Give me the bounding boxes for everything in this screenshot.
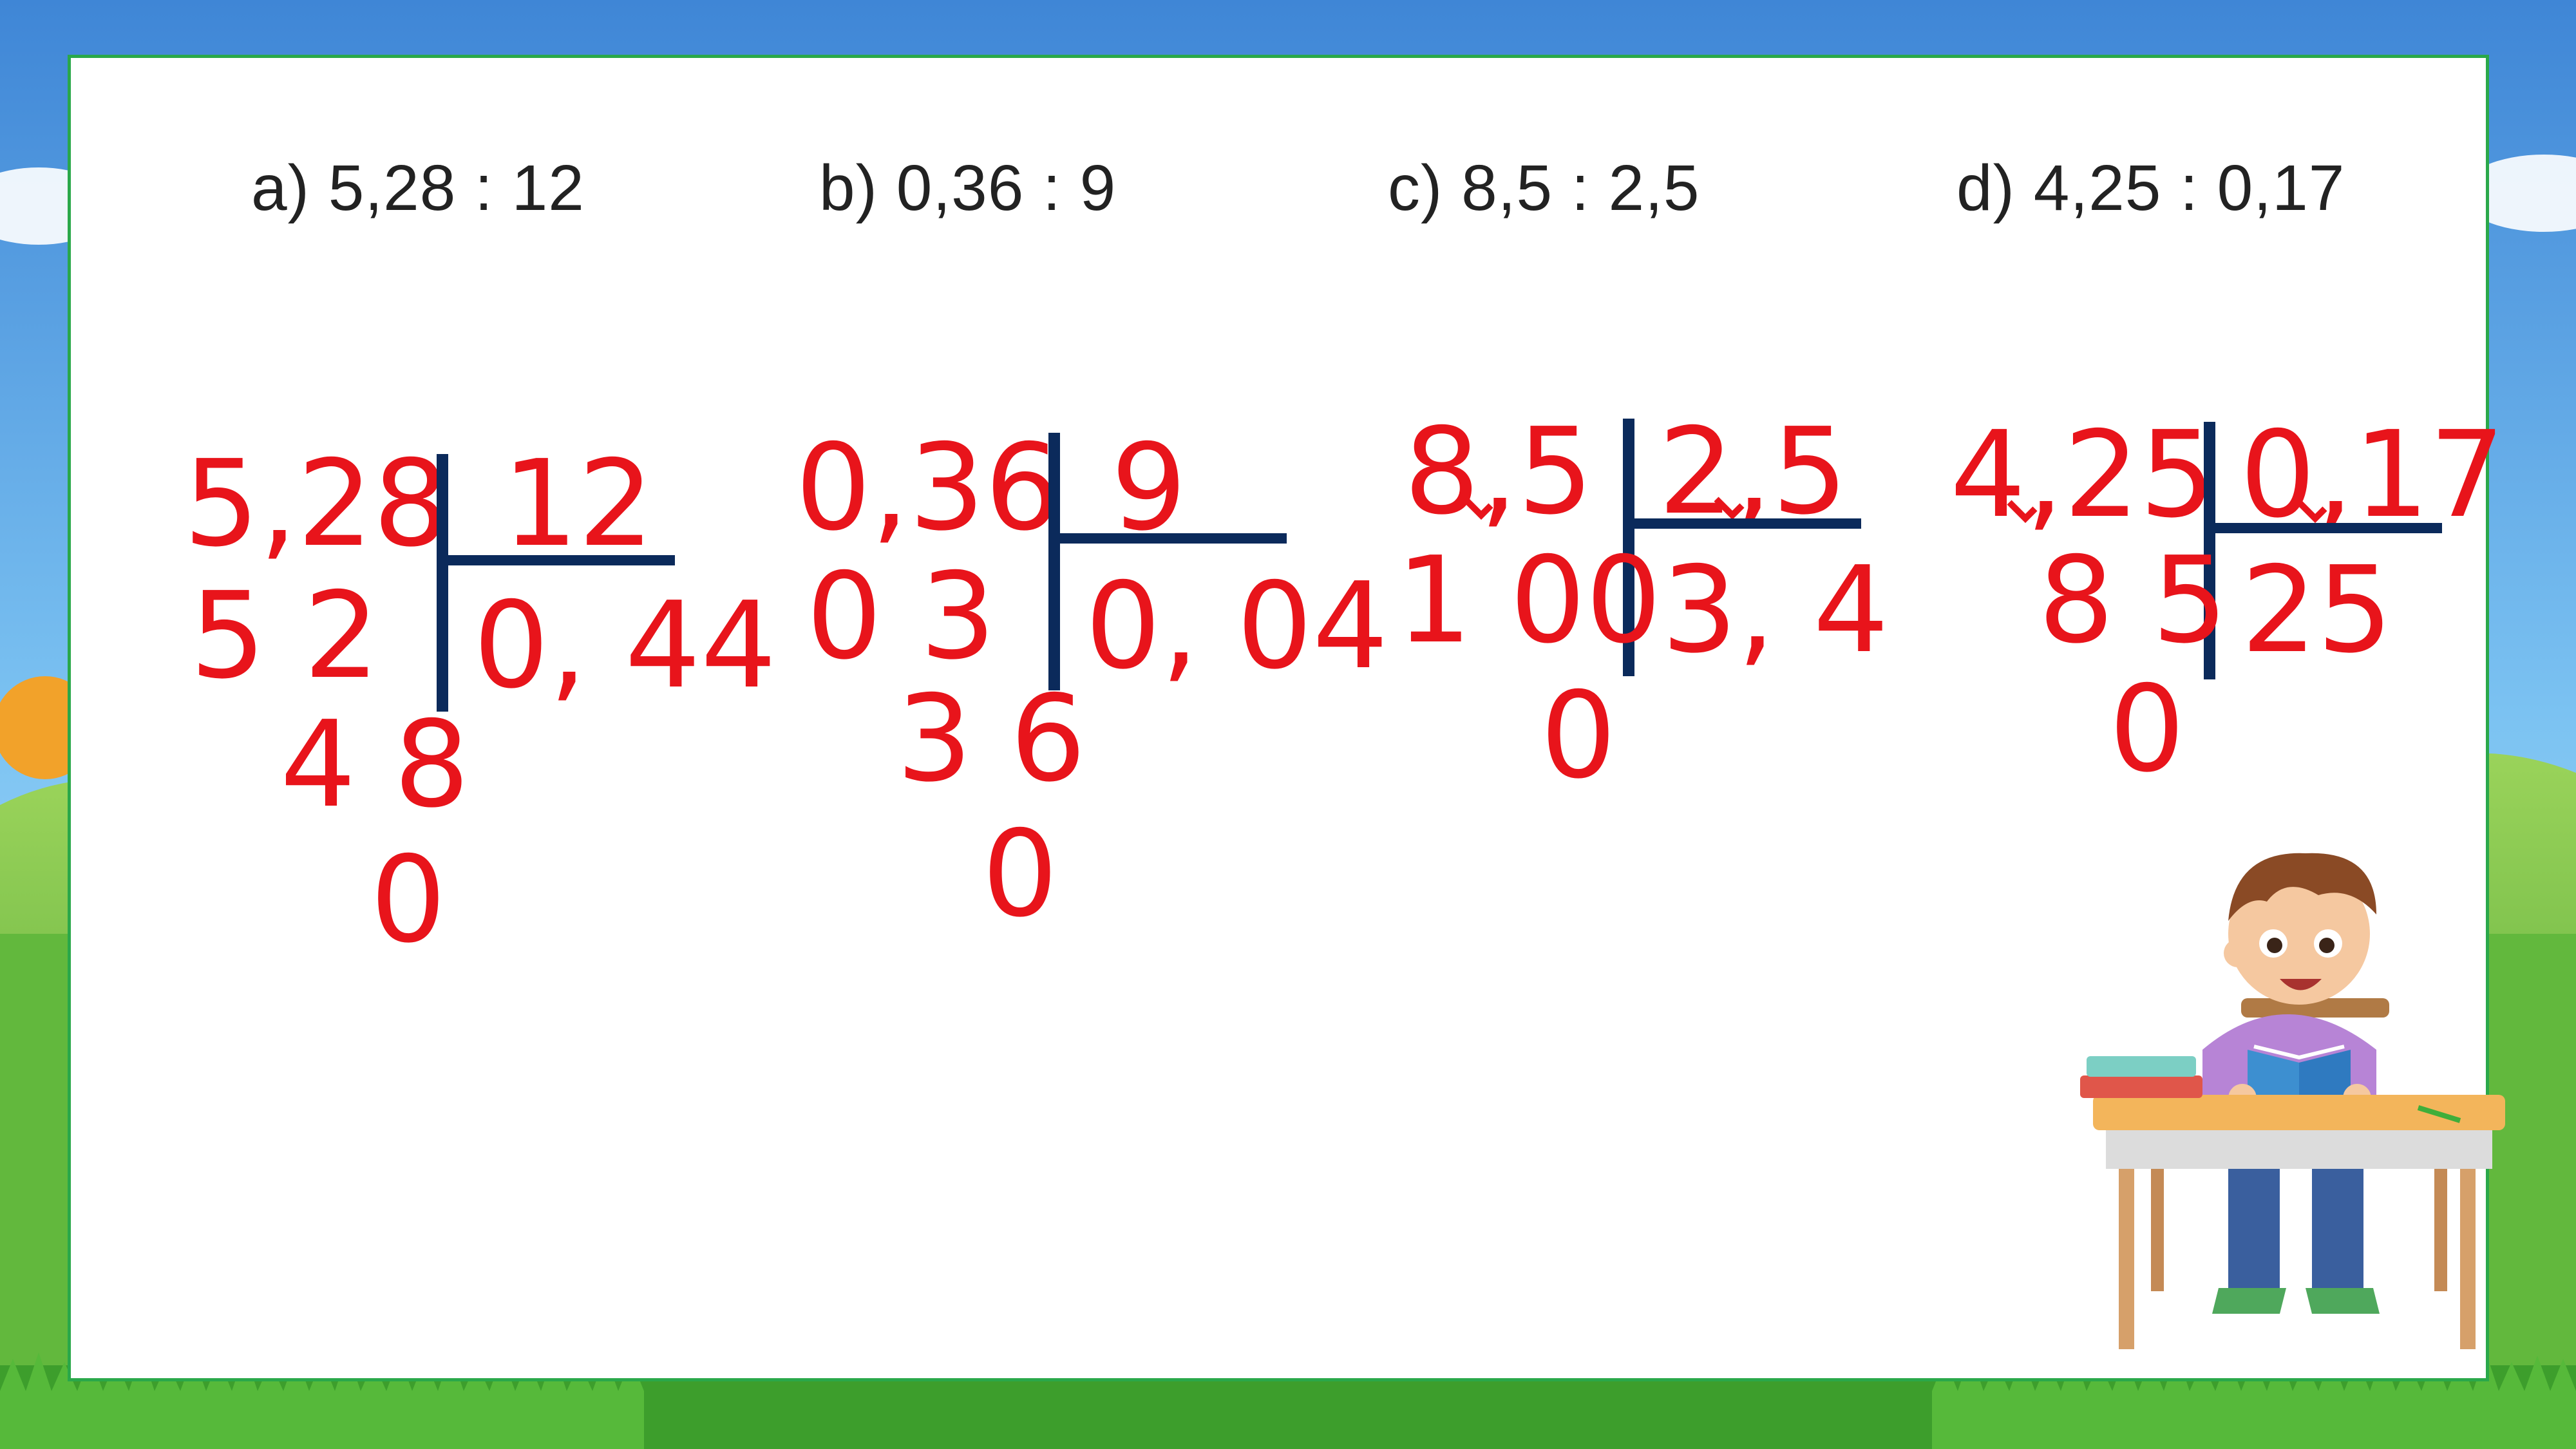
remainder-b: 0 — [982, 804, 1058, 943]
division-bar-horizontal-d — [2204, 523, 2442, 533]
problem-b-label: b) 0,36 : 9 — [819, 152, 1117, 224]
divisor-a: 12 — [502, 434, 654, 573]
partial-product-b-1: 0 3 — [806, 547, 996, 686]
partial-product-d-1: 8 5 — [2038, 531, 2228, 670]
division-bar-vertical-b — [1048, 433, 1060, 690]
division-bar-horizontal-b — [1048, 533, 1287, 544]
divisor-b: 9 — [1111, 418, 1187, 557]
quotient-a: 0, 44 — [473, 576, 777, 715]
remainder-c: 0 — [1540, 666, 1616, 805]
partial-product-c-1: 1 00 — [1396, 531, 1662, 670]
quotient-b: 0, 04 — [1085, 556, 1388, 696]
problem-a-label: a) 5,28 : 12 — [251, 152, 585, 224]
division-bar-horizontal-c — [1623, 518, 1861, 529]
dividend-d: 4,25 — [1950, 405, 2215, 544]
remainder-a: 0 — [370, 830, 446, 969]
division-bar-vertical-a — [437, 454, 448, 712]
problem-c-label: c) 8,5 : 2,5 — [1388, 152, 1700, 224]
divisor-c: 2,5 — [1658, 402, 1848, 541]
partial-product-b-2: 3 6 — [896, 669, 1086, 808]
comma-shift-arrow-icon — [2297, 500, 2327, 524]
quotient-d: 25 — [2241, 540, 2393, 679]
division-bar-horizontal-a — [437, 555, 675, 565]
remainder-d: 0 — [2109, 659, 2185, 799]
quotient-c: 3, 4 — [1662, 540, 1889, 679]
problem-d-label: d) 4,25 : 0,17 — [1956, 152, 2345, 224]
dividend-c: 8,5 — [1404, 402, 1594, 541]
dividend-b: 0,36 — [795, 418, 1061, 557]
comma-shift-arrow-icon — [1714, 497, 1745, 520]
whiteboard-panel — [68, 55, 2489, 1381]
student-reading-illustration — [2080, 853, 2505, 1349]
divisor-d: 0,17 — [2240, 405, 2505, 544]
comma-shift-arrow-icon — [1463, 497, 1493, 520]
partial-product-a-1: 5 2 — [190, 566, 380, 705]
comma-shift-arrow-icon — [2007, 500, 2038, 524]
division-bar-vertical-d — [2204, 422, 2215, 679]
division-bar-vertical-c — [1623, 419, 1634, 676]
dividend-a: 5,28 — [184, 434, 449, 573]
partial-product-a-2: 4 8 — [280, 695, 470, 834]
